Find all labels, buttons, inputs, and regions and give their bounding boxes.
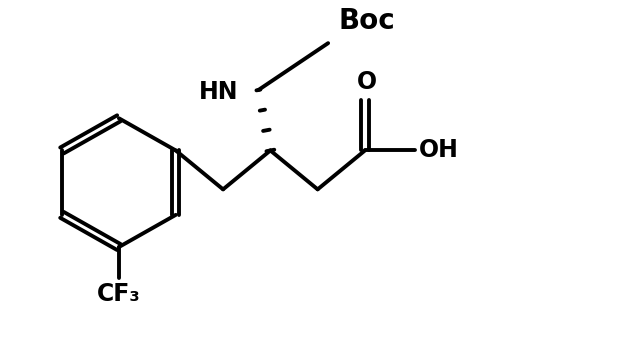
Text: CF₃: CF₃	[97, 282, 141, 306]
Text: Boc: Boc	[338, 7, 395, 35]
Text: O: O	[357, 70, 377, 94]
Text: OH: OH	[419, 138, 459, 163]
Text: HN: HN	[199, 80, 239, 104]
